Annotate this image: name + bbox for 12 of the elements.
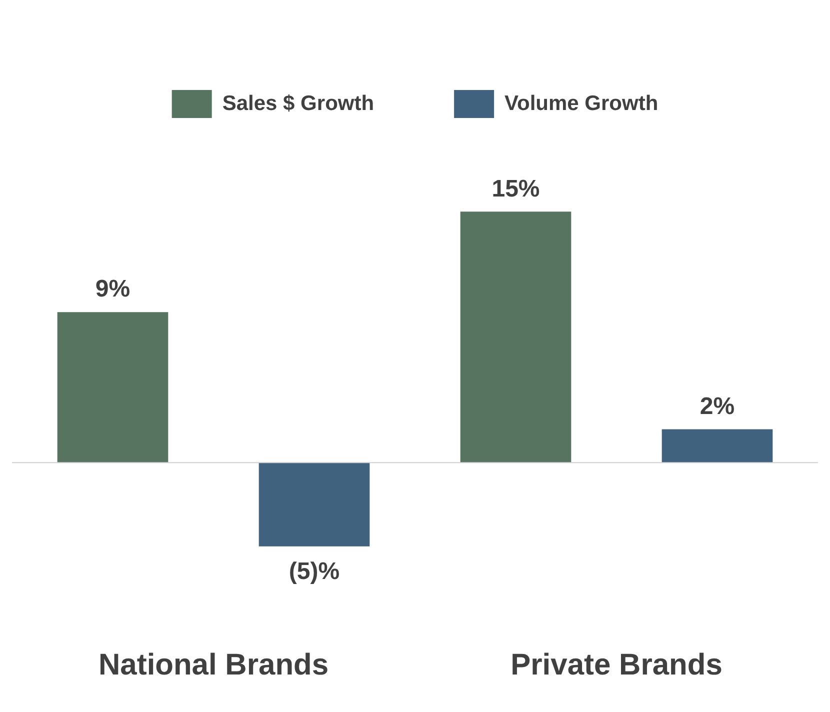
- x-tick-label: National Brands: [98, 648, 329, 682]
- x-tick-label: Private Brands: [510, 648, 722, 682]
- bar: [258, 462, 370, 546]
- data-label: 9%: [95, 276, 130, 303]
- bar: [460, 212, 572, 463]
- data-label: (5)%: [288, 558, 340, 585]
- bar: [662, 429, 773, 463]
- legend-label: Sales $ Growth: [222, 92, 374, 115]
- legend-label: Volume Growth: [504, 92, 658, 115]
- bar: [57, 312, 168, 463]
- data-label: 2%: [700, 392, 735, 420]
- data-label: 15%: [492, 175, 540, 202]
